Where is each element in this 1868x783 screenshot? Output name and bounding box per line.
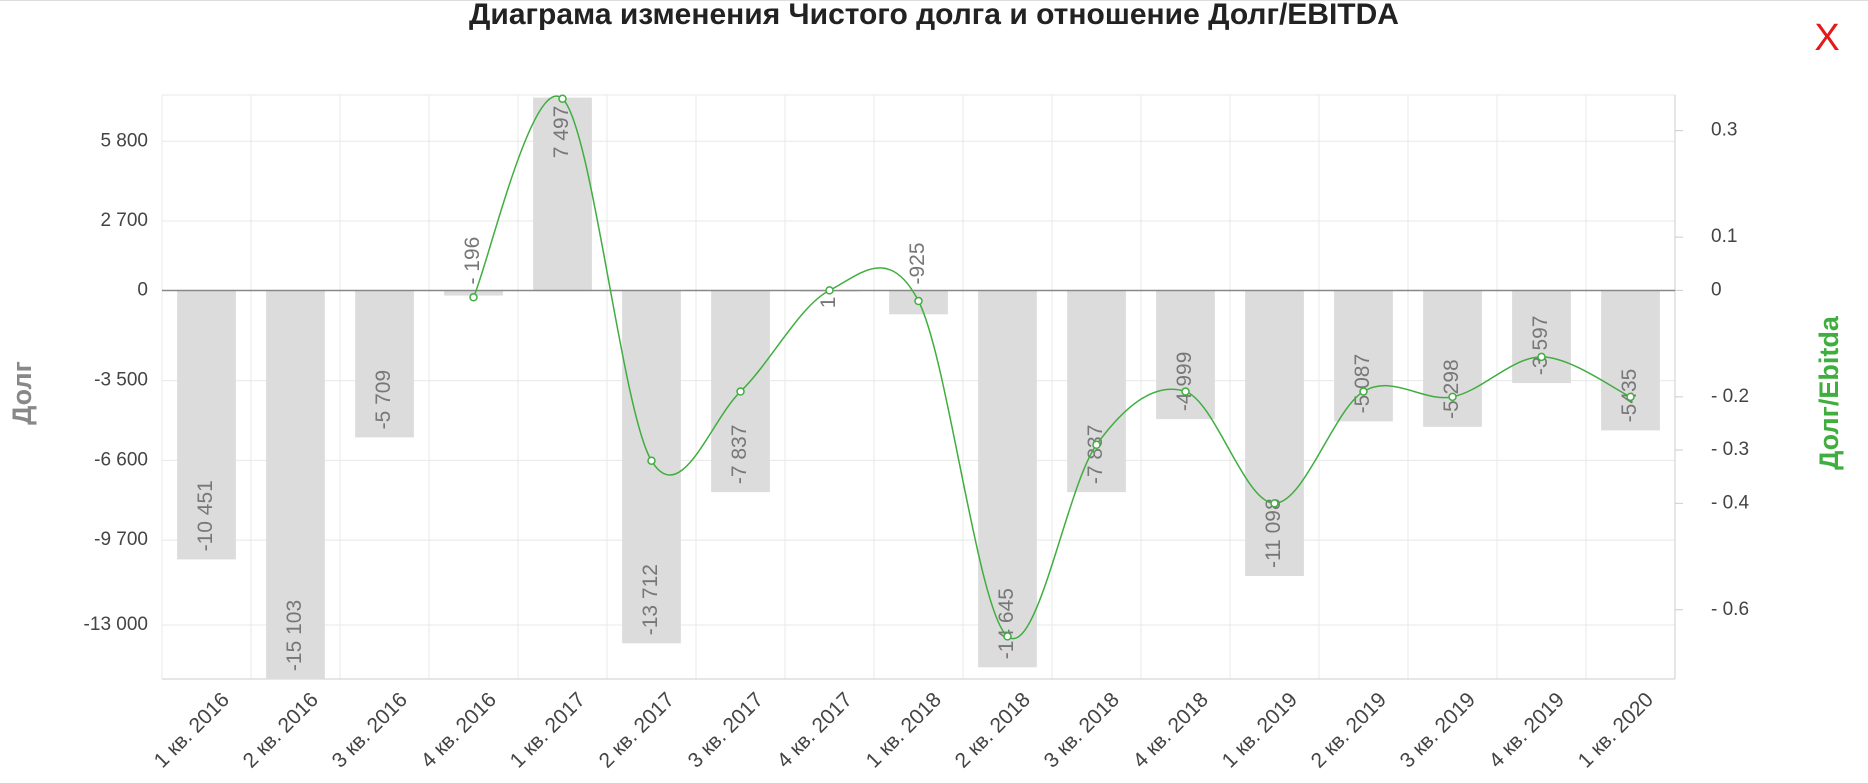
- y-tick-label: -6 600: [94, 449, 148, 470]
- y2-axis-label: Долг/Ebitda: [1814, 315, 1844, 470]
- value-label: -15 103: [283, 600, 306, 671]
- bar: [1067, 290, 1126, 493]
- value-label: -5 709: [372, 370, 395, 430]
- y-tick-label: -3 500: [94, 370, 148, 391]
- line-point: [1003, 632, 1012, 641]
- x-tick-label: 4 кв. 2018: [1129, 688, 1213, 772]
- y-tick-label: -9 700: [94, 529, 148, 550]
- y-tick-label: -13 000: [84, 614, 148, 635]
- x-tick-label: 1 кв. 2017: [506, 688, 590, 772]
- bar: [1245, 290, 1304, 577]
- value-label: -925: [906, 242, 929, 284]
- y-tick-label: 5 800: [100, 130, 148, 151]
- line-point: [1626, 392, 1635, 402]
- bar: [1156, 290, 1215, 420]
- bar: [1334, 290, 1393, 422]
- x-tick-label: 2 кв. 2019: [1307, 688, 1391, 772]
- line-point: [1359, 387, 1368, 396]
- bar: [355, 290, 414, 438]
- x-tick-label: 2 кв. 2018: [951, 688, 1035, 772]
- bar: [444, 290, 503, 296]
- y2-tick-label: 0.3: [1711, 120, 1737, 141]
- value-label: 7 497: [550, 106, 573, 159]
- value-label: -7 837: [728, 425, 751, 485]
- value-label: -7 837: [1084, 425, 1107, 485]
- line-point: [736, 387, 745, 396]
- line-point: [558, 94, 567, 103]
- x-tick-label: 3 кв. 2018: [1040, 688, 1124, 772]
- bar: [177, 290, 236, 560]
- line-point: [1537, 352, 1546, 362]
- y-tick-label: 2 700: [100, 210, 148, 231]
- bar: [1512, 290, 1571, 384]
- x-tick-label: 3 кв. 2017: [684, 688, 768, 772]
- value-label: -3 597: [1529, 316, 1552, 376]
- bar: [266, 290, 325, 680]
- line-point: [1270, 499, 1279, 508]
- line-point: [825, 286, 834, 295]
- x-tick-label: 1 кв. 2019: [1218, 688, 1302, 772]
- line-point: [1181, 387, 1190, 396]
- value-label: -11 098: [1262, 498, 1285, 568]
- x-tick-label: 1 кв. 2018: [862, 688, 946, 772]
- bar: [622, 290, 681, 644]
- value-label: -10 451: [194, 480, 217, 551]
- bar: [978, 290, 1037, 668]
- x-tick-label: 3 кв. 2019: [1396, 688, 1480, 772]
- value-label: -4 999: [1173, 352, 1196, 412]
- y-axis-label: Долг: [7, 361, 37, 425]
- x-tick-label: 2 кв. 2016: [239, 688, 323, 772]
- line-point: [1092, 440, 1101, 450]
- x-tick-label: 4 кв. 2019: [1485, 688, 1569, 772]
- y2-tick-label: - 0.2: [1711, 386, 1749, 407]
- line-point: [914, 296, 923, 306]
- value-label: -14 645: [995, 588, 1018, 659]
- x-tick-label: 3 кв. 2016: [328, 688, 412, 772]
- y2-tick-label: - 0.3: [1711, 439, 1749, 460]
- x-tick-label: 4 кв. 2017: [773, 688, 857, 772]
- x-tick-label: 2 кв. 2017: [595, 688, 679, 772]
- value-label: -5 087: [1351, 354, 1374, 414]
- chart-title: Диаграма изменения Чистого долга и отнош…: [469, 0, 1399, 31]
- bar: [533, 97, 592, 291]
- line-point: [469, 293, 478, 302]
- value-label: -13 712: [639, 564, 662, 635]
- y2-tick-label: - 0.6: [1711, 599, 1749, 620]
- y2-tick-label: 0: [1711, 279, 1722, 300]
- y2-tick-label: 0.1: [1711, 226, 1737, 247]
- line: [472, 95, 1631, 640]
- line-point: [647, 456, 656, 465]
- y-tick-label: 0: [137, 280, 148, 301]
- value-label: - 196: [461, 237, 484, 285]
- line-point: [1448, 392, 1457, 402]
- x-tick-label: 1 кв. 2020: [1574, 688, 1658, 772]
- close-button[interactable]: X: [1814, 17, 1839, 59]
- x-tick-label: 1 кв. 2016: [150, 688, 234, 772]
- y2-tick-label: - 0.4: [1711, 492, 1749, 513]
- bar: [1601, 290, 1660, 431]
- x-tick-label: 4 кв. 2016: [417, 688, 501, 772]
- bar: [1423, 290, 1482, 427]
- value-label: -5 298: [1440, 359, 1463, 419]
- value-label: 1: [817, 297, 840, 309]
